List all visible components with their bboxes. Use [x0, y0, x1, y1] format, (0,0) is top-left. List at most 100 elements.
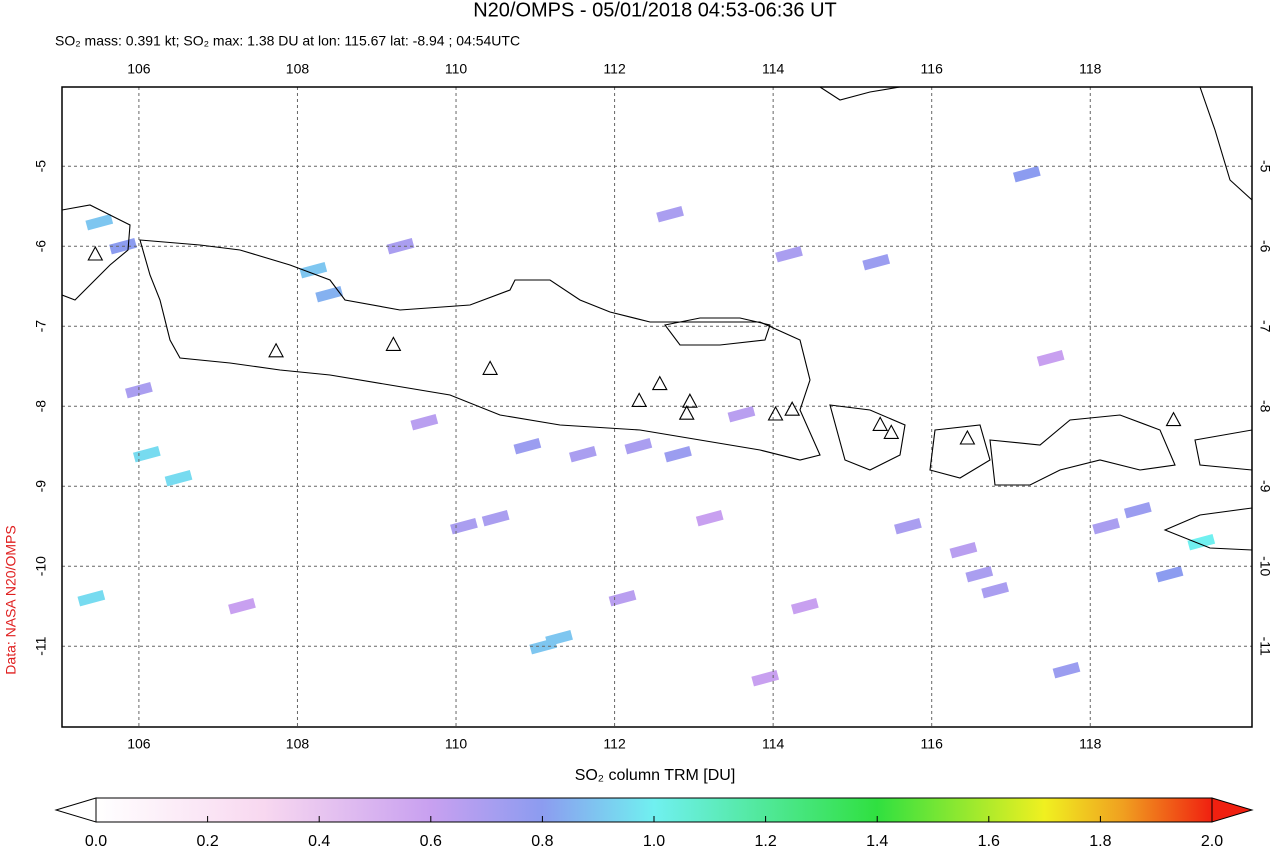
- colorbar-tick-label: 1.2: [754, 833, 776, 850]
- volcano: [678, 405, 695, 420]
- volcano: [385, 336, 402, 351]
- cell-layer: [77, 166, 1216, 687]
- title: N20/OMPS - 05/01/2018 04:53-06:36 UT: [473, 0, 837, 21]
- so2-cell: [624, 438, 653, 455]
- x-tick-label: 106: [127, 61, 151, 77]
- colorbar-tick-label: 0.0: [85, 833, 107, 850]
- y-tick-label: -8: [33, 400, 49, 413]
- so2-cell: [1092, 518, 1120, 535]
- so2-cell: [1123, 502, 1152, 519]
- so2-cell: [1155, 566, 1184, 583]
- colorbar-tick-label: 2.0: [1201, 833, 1223, 850]
- map-frame: [61, 86, 1253, 728]
- so2-cell: [664, 446, 692, 463]
- so2-cell: [894, 518, 922, 535]
- x-tick-label: 114: [762, 61, 785, 77]
- coast-sumba: [1163, 507, 1252, 551]
- so2-cell: [513, 438, 542, 455]
- volcano: [872, 416, 889, 431]
- so2-cell: [1036, 350, 1065, 367]
- so2-cell: [410, 414, 439, 431]
- y-tick-label: -8: [1257, 400, 1272, 413]
- so2-cell: [791, 598, 819, 615]
- so2-cell: [315, 286, 344, 303]
- y-tick-label: -7: [33, 320, 49, 333]
- so2-cell: [450, 518, 478, 535]
- colorbar-tick-label: 0.2: [196, 833, 218, 850]
- x-tick-label: 118: [1079, 61, 1102, 77]
- so2-cell: [1012, 166, 1041, 183]
- volcano: [883, 424, 900, 439]
- coast-bali: [829, 404, 906, 471]
- x-tick-label: 108: [286, 61, 310, 77]
- x-tick-label: 112: [603, 61, 626, 77]
- colorbar-max-arrow: [1211, 797, 1254, 823]
- volcano: [784, 401, 801, 416]
- volcano: [959, 429, 976, 445]
- so2-cell: [949, 542, 978, 559]
- y-tick-label: -11: [1257, 637, 1272, 656]
- x-tick-label: 108: [286, 736, 310, 752]
- volcano: [681, 393, 698, 408]
- x-tick-label: 106: [127, 736, 151, 752]
- so2-cell: [77, 590, 106, 607]
- colorbar-tick-label: 1.8: [1089, 833, 1111, 850]
- so2-cell: [228, 598, 256, 615]
- volcano: [1165, 411, 1182, 427]
- so2-cell: [85, 214, 114, 231]
- colorbar-tick-label: 1.4: [866, 833, 888, 850]
- y-tick-label: -9: [1257, 480, 1272, 493]
- so2-cell: [481, 510, 510, 527]
- y-tick-label: -9: [33, 480, 49, 493]
- x-tick-label: 110: [445, 736, 468, 752]
- x-tick-label: 112: [603, 736, 626, 752]
- volcano: [651, 375, 668, 391]
- x-tick-label: 114: [762, 736, 785, 752]
- x-tick-label: 110: [445, 61, 468, 77]
- grid: [62, 87, 1252, 727]
- colorbar-tick-label: 0.6: [420, 833, 442, 850]
- so2-cell: [132, 446, 161, 463]
- colorbar-min-arrow: [54, 797, 97, 823]
- coast-lombok: [929, 424, 991, 479]
- coast-java: [139, 239, 821, 461]
- so2-cell: [608, 590, 637, 607]
- coast-madura: [664, 317, 771, 346]
- so2-cell: [656, 206, 684, 223]
- colorbar-label: SO₂ column TRM [DU]: [575, 767, 736, 784]
- y-tick-label: -5: [33, 160, 49, 173]
- coast-sumbawa: [989, 414, 1176, 486]
- coast-borneo: [819, 87, 1252, 201]
- so2-cell: [981, 582, 1009, 599]
- volcano: [87, 245, 104, 261]
- volcano: [268, 342, 284, 358]
- colorbar-tick-label: 0.4: [308, 833, 330, 850]
- coast-sumatra: [62, 204, 131, 301]
- subtitle: SO₂ mass: 0.391 kt; SO₂ max: 1.38 DU at …: [55, 33, 520, 49]
- y-tick-label: -11: [33, 636, 49, 655]
- so2-cell: [965, 566, 994, 583]
- so2-cell: [775, 246, 803, 263]
- x-tick-label: 116: [921, 61, 944, 77]
- x-tick-label: 118: [1079, 736, 1102, 752]
- so2-cell: [695, 510, 724, 527]
- colorbar-tick-label: 0.8: [531, 833, 553, 850]
- y-tick-label: -10: [1257, 556, 1272, 576]
- volcano: [482, 360, 499, 375]
- so2-cell: [125, 382, 153, 399]
- coastlines: [62, 87, 1252, 551]
- volcano: [631, 392, 648, 407]
- y-tick-label: -7: [1257, 320, 1272, 333]
- coast-flores: [1194, 429, 1252, 471]
- y-tick-label: -6: [33, 240, 49, 253]
- credit: Data: NASA N20/OMPS: [3, 525, 19, 674]
- so2-cell: [862, 254, 891, 271]
- so2-cell: [727, 406, 756, 423]
- so2-cell: [1052, 662, 1081, 679]
- colorbar-tick-label: 1.6: [978, 833, 1000, 850]
- so2-cell: [164, 470, 193, 487]
- y-tick-label: -6: [1257, 240, 1272, 253]
- so2-cell: [299, 262, 328, 279]
- volcano-layer: [87, 245, 1182, 445]
